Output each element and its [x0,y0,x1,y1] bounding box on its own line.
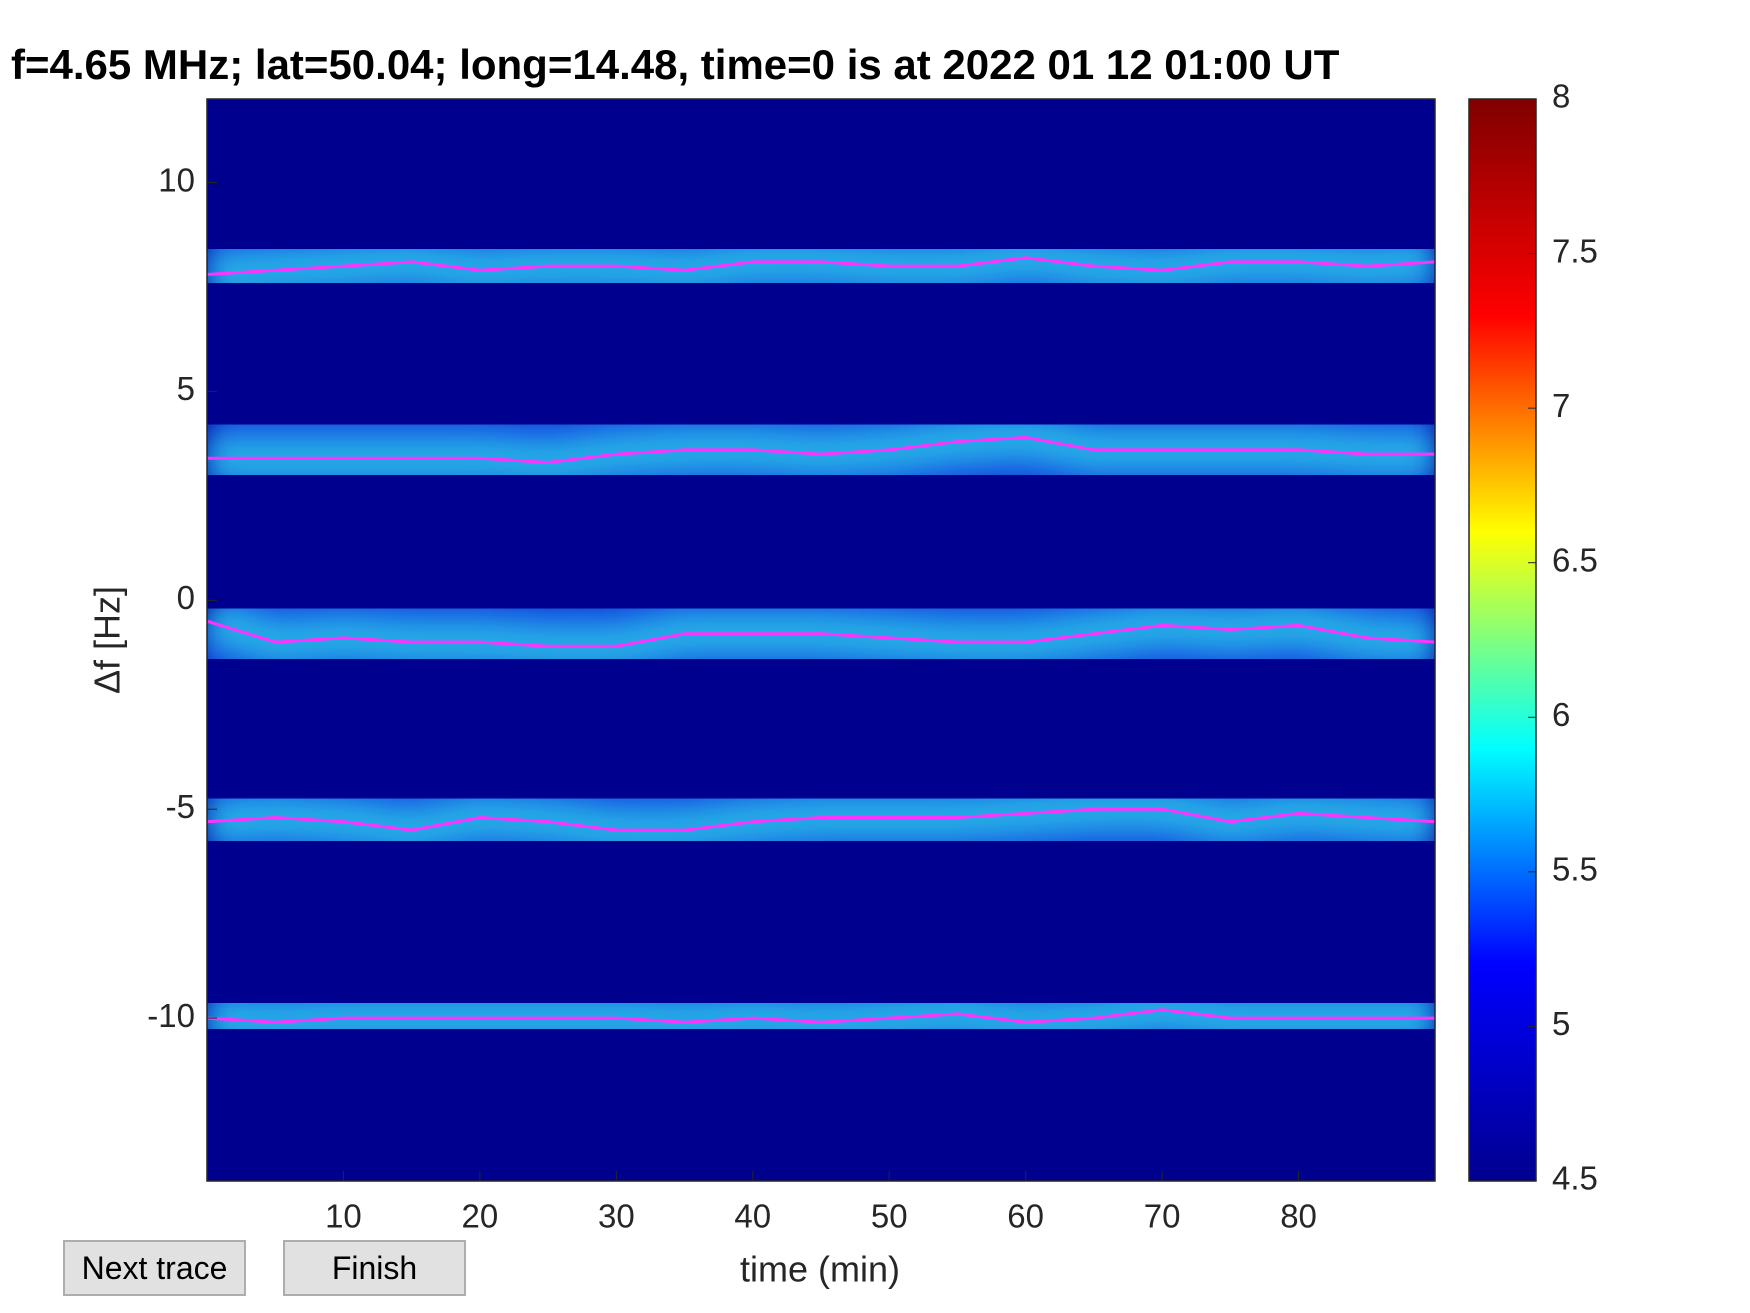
colorbar-tick-label: 5.5 [1552,851,1598,888]
y-tick-label: 0 [177,579,195,616]
colorbar-tick-label: 6.5 [1552,541,1598,578]
signal-core [207,235,1435,297]
colorbar-tick-label: 8 [1552,78,1570,115]
x-tick-label: 20 [462,1198,499,1235]
x-tick-label: 80 [1280,1198,1317,1235]
colorbar [1468,98,1537,1182]
x-tick-label: 10 [325,1198,362,1235]
trace-line [207,619,1435,648]
y-axis-label: Δf [Hz] [87,586,128,694]
plot-area [207,202,1435,1078]
trace-line [207,435,1435,464]
chart-title: f=4.65 MHz; lat=50.04; long=14.48, time=… [11,41,1340,88]
trace-line [207,1008,1435,1024]
x-tick-label: 30 [598,1198,635,1235]
colorbar-tick-label: 4.5 [1552,1160,1598,1197]
plot-frame [206,98,1436,1182]
colorbar-tick-label: 5 [1552,1005,1570,1042]
next-trace-button[interactable]: Next trace [63,1240,246,1296]
y-tick-label: 5 [177,370,195,407]
signal-core [207,987,1435,1045]
colorbar-tick-label: 7.5 [1552,232,1598,269]
trace-line [207,807,1435,832]
x-tick-label: 60 [1007,1198,1044,1235]
y-tick-label: -10 [147,997,195,1034]
trace-line [207,256,1435,276]
x-tick-label: 50 [871,1198,908,1235]
colorbar-tick-label: 6 [1552,696,1570,733]
x-axis-label: time (min) [740,1249,900,1290]
colorbar-tick-label: 7 [1552,387,1570,424]
y-tick-label: -5 [166,788,195,825]
y-tick-label: 10 [158,161,195,198]
finish-button[interactable]: Finish [283,1240,466,1296]
x-tick-label: 70 [1144,1198,1181,1235]
x-tick-label: 40 [734,1198,771,1235]
